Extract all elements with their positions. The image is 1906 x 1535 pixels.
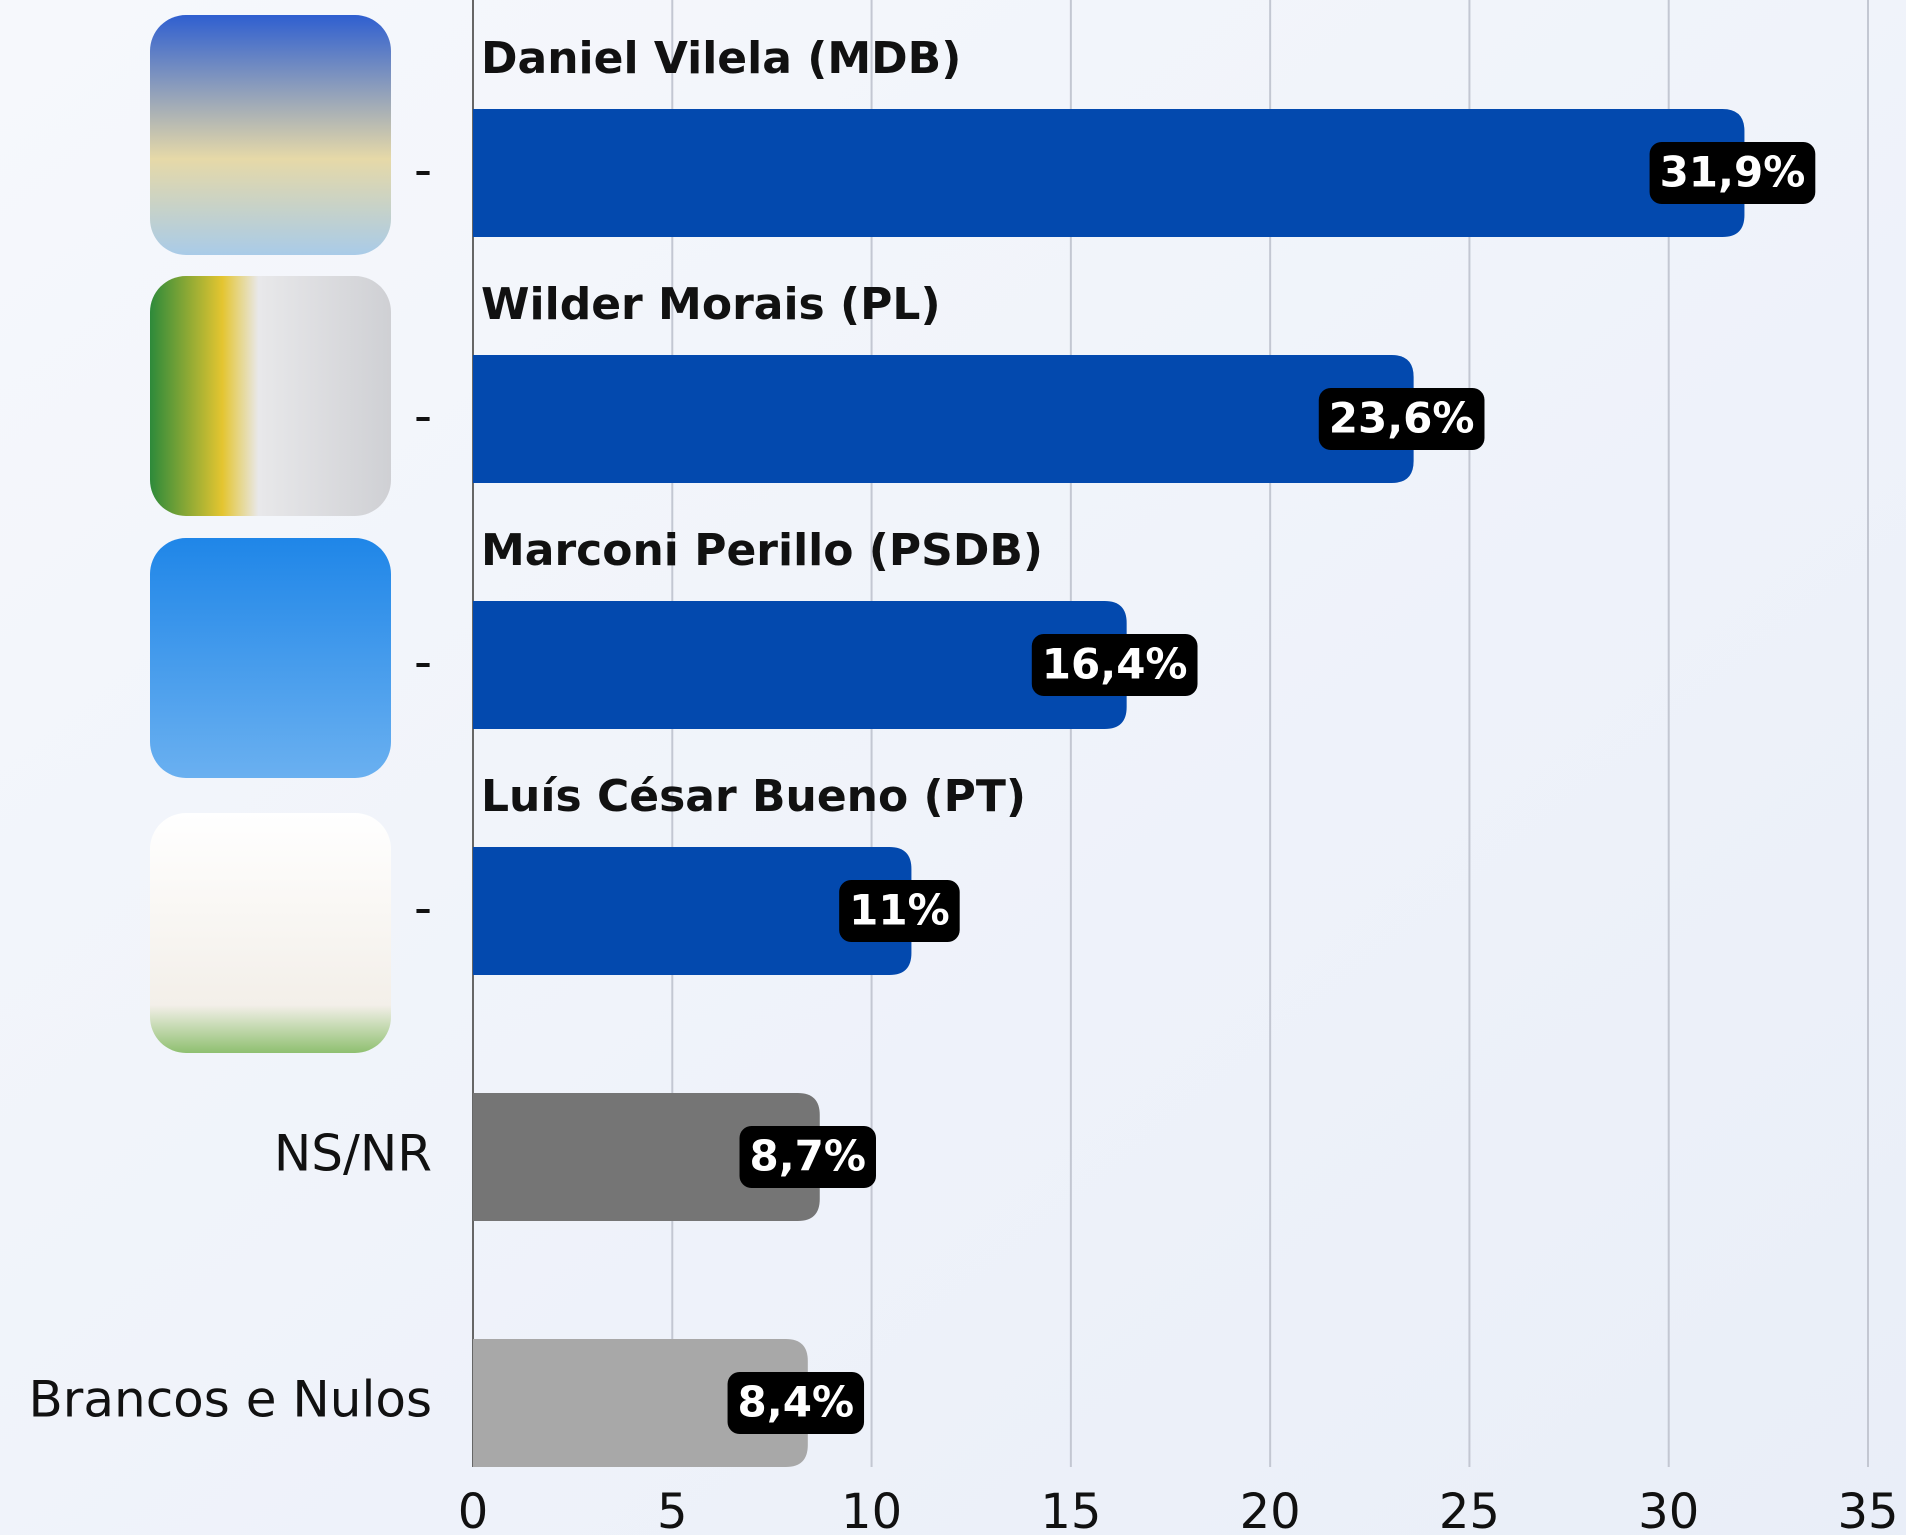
value-label-box xyxy=(1649,142,1816,204)
value-label-box xyxy=(1031,634,1198,696)
photo xyxy=(150,15,391,255)
y-tick-label: NS/NR xyxy=(274,1125,432,1183)
bar-title: Luís César Bueno (PT) xyxy=(481,771,1026,822)
value-label: 16,4% xyxy=(1031,634,1198,696)
value-label-text: 31,9% xyxy=(1660,148,1806,197)
value-label: 11% xyxy=(839,880,960,942)
x-tick-label: 35 xyxy=(1837,1484,1898,1535)
value-label: 23,6% xyxy=(1318,388,1485,450)
x-tick-label: 5 xyxy=(657,1484,688,1535)
x-tick-label: 20 xyxy=(1240,1484,1301,1535)
x-tick-label: 0 xyxy=(458,1484,489,1535)
x-tick-label: 25 xyxy=(1439,1484,1500,1535)
y-tick-label: - xyxy=(414,633,432,691)
y-tick-label: - xyxy=(414,387,432,445)
x-tick-label: 15 xyxy=(1040,1484,1101,1535)
bar-title: Marconi Perillo (PSDB) xyxy=(481,525,1043,576)
bar xyxy=(473,355,1414,483)
bar xyxy=(473,847,912,975)
photo xyxy=(150,276,391,516)
value-label-box xyxy=(727,1372,865,1434)
value-label-text: 8,4% xyxy=(738,1378,854,1427)
value-label-box xyxy=(739,1126,876,1188)
bar xyxy=(473,1339,808,1467)
y-tick-label: Brancos e Nulos xyxy=(29,1371,433,1429)
value-label-text: 11% xyxy=(849,886,950,935)
bar-title: Wilder Morais (PL) xyxy=(481,279,941,330)
photos xyxy=(150,15,391,1053)
value-label-text: 16,4% xyxy=(1042,640,1188,689)
photo xyxy=(150,538,391,778)
value-label-text: 23,6% xyxy=(1329,394,1475,443)
value-label: 8,4% xyxy=(727,1372,865,1434)
x-tick-label: 30 xyxy=(1638,1484,1699,1535)
y-tick-label: - xyxy=(414,141,432,199)
photo xyxy=(150,813,391,1053)
bar xyxy=(473,1093,820,1221)
bar-title: Daniel Vilela (MDB) xyxy=(481,33,961,84)
x-tick-label: 10 xyxy=(841,1484,902,1535)
bar xyxy=(473,601,1127,729)
value-label: 8,7% xyxy=(739,1126,876,1188)
y-tick-label: - xyxy=(414,879,432,937)
value-label-box xyxy=(1318,388,1485,450)
value-label-text: 8,7% xyxy=(750,1132,866,1181)
value-label-box xyxy=(839,880,960,942)
bar xyxy=(473,109,1745,237)
value-label: 31,9% xyxy=(1649,142,1816,204)
